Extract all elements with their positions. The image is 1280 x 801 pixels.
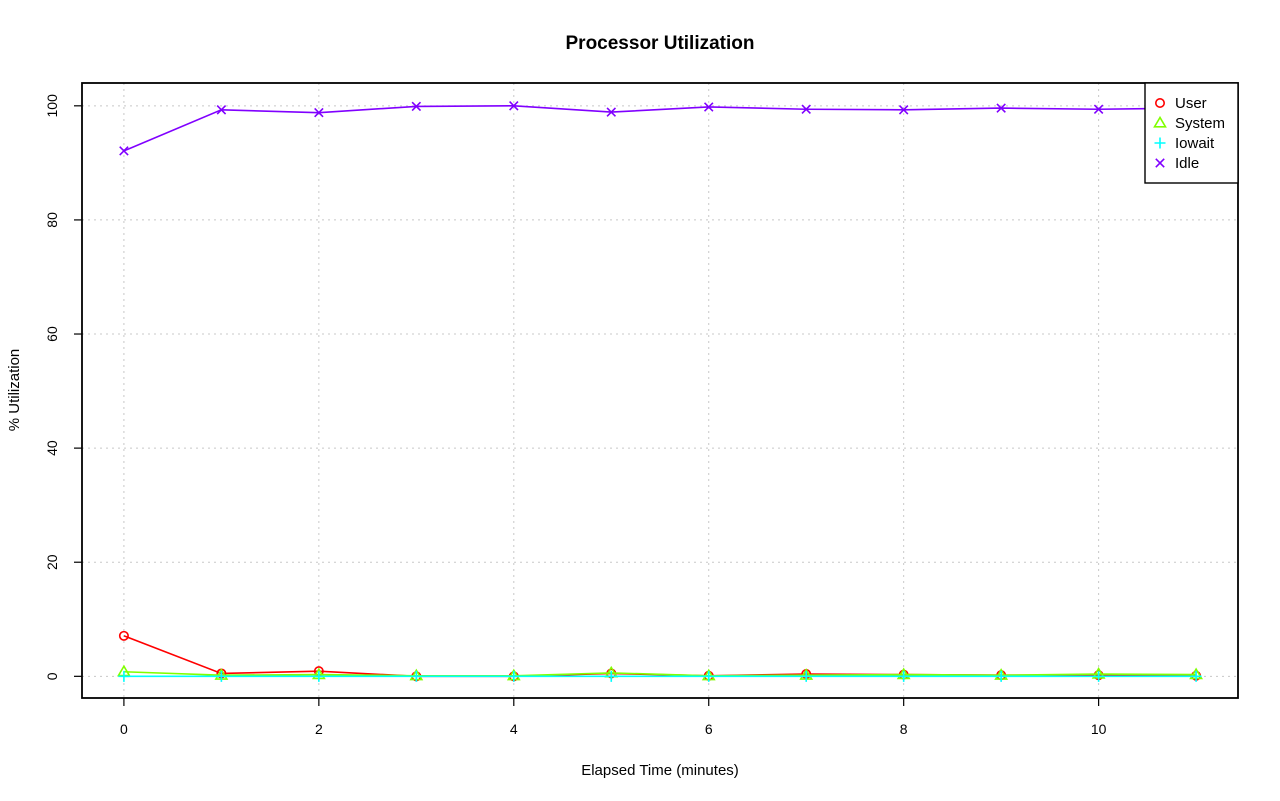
- x-tick-label: 2: [315, 721, 323, 737]
- data-point-iowait: [605, 670, 617, 682]
- y-tick-label: 80: [44, 212, 60, 228]
- y-tick-label: 20: [44, 554, 60, 570]
- x-tick-label: 8: [900, 721, 908, 737]
- data-point-iowait: [118, 670, 130, 682]
- x-tick-label: 0: [120, 721, 128, 737]
- data-point-idle: [119, 146, 129, 156]
- legend-label-idle: Idle: [1175, 155, 1199, 172]
- data-point-iowait: [410, 670, 422, 682]
- series-line-system: [123, 670, 1197, 677]
- legend-marker-iowait: [1154, 137, 1166, 149]
- data-point-idle: [411, 101, 422, 112]
- legend-label-iowait: Iowait: [1175, 135, 1215, 152]
- series-line-idle: [123, 105, 1197, 152]
- y-tick-label: 100: [44, 94, 60, 118]
- data-point-iowait: [1093, 670, 1105, 682]
- legend-marker-idle: [1155, 158, 1165, 168]
- data-point-iowait: [508, 670, 520, 682]
- legend: User System Iowait Idle: [1144, 82, 1239, 184]
- x-axis-label: Elapsed Time (minutes): [581, 762, 739, 779]
- data-point-user: [118, 630, 129, 641]
- data-point-iowait: [1190, 670, 1202, 682]
- data-point-iowait: [215, 670, 227, 682]
- plot-frame: [81, 82, 1239, 699]
- x-tick-label: 6: [705, 721, 713, 737]
- data-point-idle: [898, 105, 909, 115]
- y-tick-label: 40: [44, 440, 60, 456]
- y-axis-label: % Utilization: [6, 349, 23, 432]
- legend-label-user: User: [1175, 95, 1207, 112]
- data-point-iowait: [313, 670, 325, 682]
- data-point-idle: [996, 103, 1006, 113]
- data-point-idle: [1093, 104, 1104, 115]
- data-point-idle: [606, 107, 617, 117]
- data-point-idle: [314, 107, 324, 118]
- y-tick-label: 0: [44, 672, 60, 680]
- data-point-iowait: [995, 670, 1007, 682]
- series-layer: [117, 101, 1203, 682]
- y-tick-label: 60: [44, 326, 60, 342]
- grid-layer: [82, 83, 1238, 698]
- data-point-idle: [703, 102, 714, 112]
- chart-title: Processor Utilization: [566, 33, 755, 54]
- data-point-idle: [216, 105, 227, 115]
- legend-box: [1144, 82, 1239, 184]
- data-point-idle: [801, 104, 811, 115]
- legend-marker-system: [1153, 115, 1167, 128]
- series-line-user: [123, 635, 1197, 678]
- data-point-iowait: [898, 670, 910, 682]
- legend-label-system: System: [1175, 115, 1225, 132]
- data-point-iowait: [703, 670, 715, 682]
- x-tick-label: 4: [510, 721, 518, 737]
- x-tick-label: 10: [1091, 721, 1107, 737]
- data-point-iowait: [800, 670, 812, 682]
- legend-marker-user: [1155, 98, 1166, 109]
- data-point-idle: [509, 101, 519, 111]
